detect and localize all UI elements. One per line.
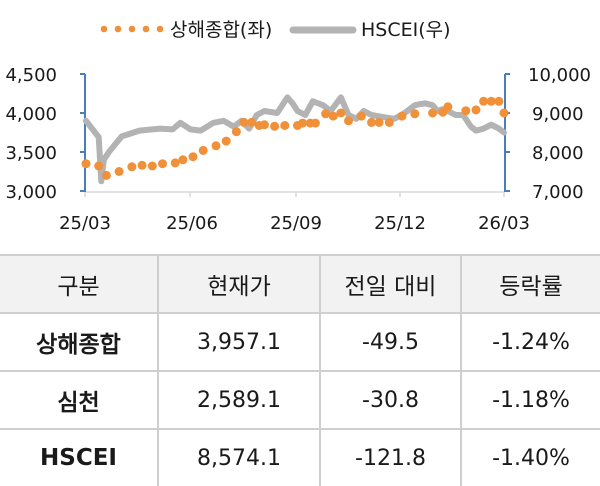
shanghai-data-point (428, 108, 438, 118)
shanghai-data-point (499, 108, 509, 118)
shanghai-data-point (384, 117, 394, 127)
legend-label-shanghai: 상해종합(좌) (170, 19, 272, 41)
shanghai-data-point (270, 121, 280, 131)
shanghai-data-point (471, 105, 481, 115)
shanghai-data-point (328, 111, 338, 121)
row-pct: -1.24% (460, 312, 600, 371)
svg-text:7,000: 7,000 (532, 182, 584, 203)
shanghai-data-point (494, 96, 504, 106)
shanghai-data-point (170, 158, 180, 168)
shanghai-data-point (231, 127, 241, 137)
table-row: 상해종합 3,957.1 -49.5 -1.24% (0, 312, 600, 371)
shanghai-data-point (479, 96, 489, 106)
shanghai-data-point (101, 170, 111, 180)
svg-text:25/03: 25/03 (59, 213, 111, 234)
svg-text:25/09: 25/09 (270, 213, 322, 234)
row-pct: -1.40% (460, 428, 600, 486)
shanghai-data-point (486, 96, 496, 106)
shanghai-data-point (198, 145, 208, 155)
svg-text:26/03: 26/03 (478, 213, 530, 234)
shanghai-dots (81, 96, 509, 180)
x-axis-labels: 25/03 25/06 25/09 25/12 26/03 (59, 213, 530, 234)
shanghai-data-point (147, 161, 157, 171)
shanghai-data-point (336, 108, 346, 118)
index-quote-table: 구분 현재가 전일 대비 등락률 상해종합 3,957.1 -49.5 -1.2… (0, 254, 600, 486)
table-row: HSCEI 8,574.1 -121.8 -1.40% (0, 428, 600, 486)
row-price: 2,589.1 (157, 370, 320, 429)
svg-text:10,000: 10,000 (528, 65, 591, 86)
header-pct: 등락률 (460, 254, 600, 313)
table-header-row: 구분 현재가 전일 대비 등락률 (0, 254, 600, 313)
row-change: -49.5 (319, 312, 461, 371)
right-axis-labels: 10,000 9,000 8,000 7,000 (528, 65, 591, 203)
svg-text:3,500: 3,500 (5, 143, 57, 164)
shanghai-data-point (247, 117, 257, 127)
shanghai-data-point (321, 109, 331, 119)
svg-text:25/12: 25/12 (374, 213, 426, 234)
svg-text:8,000: 8,000 (532, 143, 584, 164)
left-axis-labels: 4,500 4,000 3,500 3,000 (5, 65, 57, 203)
index-chart: 상해종합(좌) HSCEI(우) 4,500 4,000 3,500 3,000… (5, 19, 591, 234)
shanghai-data-point (397, 111, 407, 121)
row-change: -121.8 (319, 428, 461, 486)
row-pct: -1.18% (460, 370, 600, 429)
shanghai-data-point (443, 102, 453, 112)
shanghai-data-point (127, 162, 137, 172)
shanghai-data-point (280, 121, 290, 130)
shanghai-data-point (81, 159, 91, 169)
row-price: 3,957.1 (157, 312, 320, 371)
row-name: HSCEI (0, 428, 158, 486)
header-category: 구분 (0, 254, 158, 313)
shanghai-data-point (374, 117, 384, 127)
row-change: -30.8 (319, 370, 461, 429)
left-axis (80, 73, 86, 192)
shanghai-data-point (356, 111, 366, 121)
shanghai-data-point (137, 160, 147, 170)
row-name: 심천 (0, 370, 158, 429)
shanghai-data-point (178, 155, 188, 165)
shanghai-data-point (158, 159, 167, 169)
shanghai-data-point (310, 118, 320, 128)
shanghai-data-point (344, 116, 353, 126)
shanghai-data-point (188, 152, 198, 162)
legend-label-hscei: HSCEI(우) (361, 19, 451, 41)
shanghai-data-point (461, 106, 471, 116)
shanghai-data-point (410, 109, 420, 119)
shanghai-data-point (221, 136, 231, 146)
shanghai-data-point (114, 167, 124, 176)
row-name: 상해종합 (0, 312, 158, 371)
svg-text:4,000: 4,000 (5, 104, 57, 125)
header-price: 현재가 (157, 254, 320, 313)
svg-text:9,000: 9,000 (532, 104, 584, 125)
header-change: 전일 대비 (319, 254, 461, 313)
shanghai-data-point (367, 117, 376, 127)
shanghai-data-point (259, 120, 269, 130)
svg-text:4,500: 4,500 (5, 65, 57, 86)
table-row: 심천 2,589.1 -30.8 -1.18% (0, 370, 600, 429)
legend-marker-shanghai (100, 25, 164, 33)
shanghai-data-point (211, 141, 221, 151)
shanghai-data-point (298, 118, 308, 128)
svg-text:3,000: 3,000 (5, 182, 57, 203)
row-price: 8,574.1 (157, 428, 320, 486)
shanghai-data-point (94, 161, 104, 171)
x-axis-ticks (84, 192, 505, 197)
chart-legend: 상해종합(좌) HSCEI(우) (100, 19, 451, 41)
shanghai-data-point (239, 117, 249, 127)
svg-text:25/06: 25/06 (166, 213, 218, 234)
